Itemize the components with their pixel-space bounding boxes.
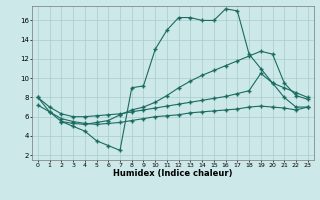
X-axis label: Humidex (Indice chaleur): Humidex (Indice chaleur) <box>113 169 233 178</box>
